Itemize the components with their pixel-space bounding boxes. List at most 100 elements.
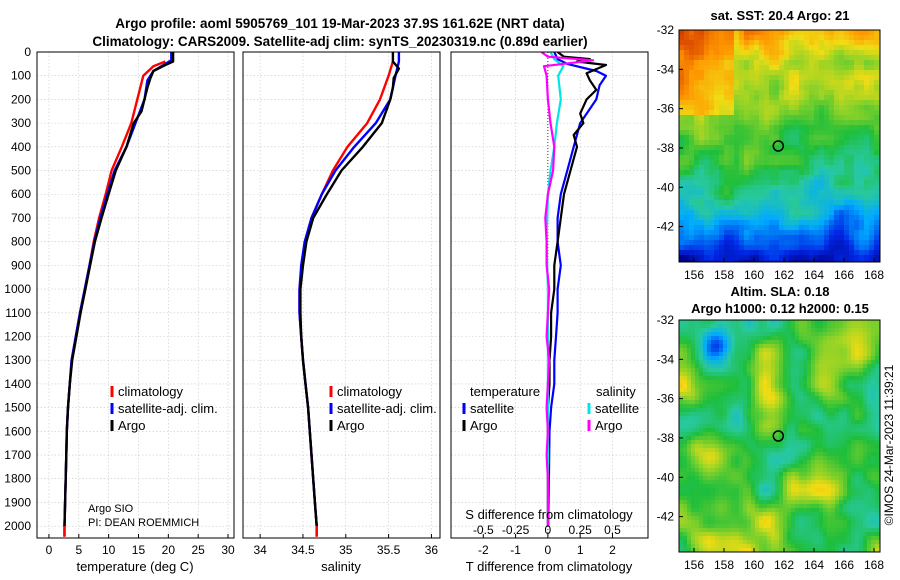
map-cell — [807, 460, 812, 465]
map-cell — [803, 372, 808, 377]
map-cell — [699, 70, 705, 76]
map-cell — [819, 344, 824, 349]
map-cell — [771, 508, 776, 513]
map-cell — [704, 30, 710, 36]
map-cell — [779, 384, 784, 389]
map-cell — [695, 476, 700, 481]
map-cell — [809, 205, 815, 211]
map-cell — [709, 150, 715, 156]
map-cell — [759, 500, 764, 505]
map-cell — [855, 472, 860, 477]
map-cell — [819, 125, 825, 131]
map-cell — [771, 504, 776, 509]
map-cell — [739, 230, 745, 236]
map-cell — [683, 440, 688, 445]
map-cell — [787, 396, 792, 401]
map-cell — [684, 205, 690, 211]
map-cell — [859, 240, 865, 246]
map-cell — [831, 340, 836, 345]
map-cell — [859, 356, 864, 361]
map-cell — [864, 230, 870, 236]
map-cell — [835, 348, 840, 353]
map-cell — [731, 416, 736, 421]
depth-tick-label: 0 — [24, 45, 31, 59]
map-cell — [795, 536, 800, 541]
map-cell — [834, 210, 840, 216]
map-cell — [754, 105, 760, 111]
map-cell — [839, 440, 844, 445]
map-cell — [707, 328, 712, 333]
map-cell — [727, 372, 732, 377]
map-cell — [755, 332, 760, 337]
map-cell — [763, 436, 768, 441]
map-cell — [779, 416, 784, 421]
map-cell — [809, 220, 815, 226]
map-cell — [864, 165, 870, 171]
map-cell — [679, 110, 685, 116]
map-cell — [771, 356, 776, 361]
map-cell — [731, 332, 736, 337]
map-cell — [731, 368, 736, 373]
map-cell — [689, 225, 695, 231]
map-cell — [739, 516, 744, 521]
map-cell — [815, 520, 820, 525]
map-cell — [747, 364, 752, 369]
map-cell — [711, 376, 716, 381]
map-cell — [775, 364, 780, 369]
map-cell — [799, 476, 804, 481]
map-cell — [854, 40, 860, 46]
map-cell — [843, 396, 848, 401]
legend-label-s-argo: Argo — [595, 418, 622, 433]
map-cell — [679, 428, 684, 433]
map-cell — [769, 60, 775, 66]
map-cell — [703, 324, 708, 329]
map-cell — [827, 436, 832, 441]
map-cell — [699, 80, 705, 86]
salinity-grid — [243, 51, 440, 538]
map-cell — [835, 480, 840, 485]
map-cell — [855, 528, 860, 533]
map-cell — [759, 396, 764, 401]
map-cell — [679, 324, 684, 329]
map-cell — [803, 376, 808, 381]
map-cell — [779, 255, 785, 261]
map-cell — [779, 100, 785, 106]
map-cell — [734, 250, 740, 256]
map-cell — [791, 424, 796, 429]
map-cell — [695, 428, 700, 433]
map-cell — [755, 428, 760, 433]
map-cell — [759, 210, 765, 216]
map-cell — [839, 364, 844, 369]
map-cell — [714, 250, 720, 256]
map-cell — [729, 195, 735, 201]
map-cell — [679, 480, 684, 485]
map-cell — [727, 484, 732, 489]
map-cell — [843, 492, 848, 497]
map-cell — [709, 225, 715, 231]
map-cell — [779, 55, 785, 61]
map-cell — [743, 532, 748, 537]
map-cell — [834, 135, 840, 141]
map-cell — [854, 245, 860, 251]
map-cell — [743, 408, 748, 413]
map-cell — [715, 516, 720, 521]
map-cell — [867, 476, 872, 481]
map-cell — [784, 195, 790, 201]
map-cell — [804, 115, 810, 121]
map-cell — [809, 120, 815, 126]
map-cell — [691, 508, 696, 513]
map-cell — [839, 170, 845, 176]
map-cell — [689, 165, 695, 171]
map-cell — [814, 65, 820, 71]
map-cell — [863, 476, 868, 481]
map-cell — [744, 100, 750, 106]
map-cell — [714, 50, 720, 56]
map-cell — [849, 40, 855, 46]
map-cell — [731, 352, 736, 357]
map-cell — [871, 428, 876, 433]
map-cell — [724, 135, 730, 141]
map-cell — [871, 364, 876, 369]
map-cell — [775, 388, 780, 393]
map-cell — [794, 220, 800, 226]
map-cell — [875, 340, 880, 345]
